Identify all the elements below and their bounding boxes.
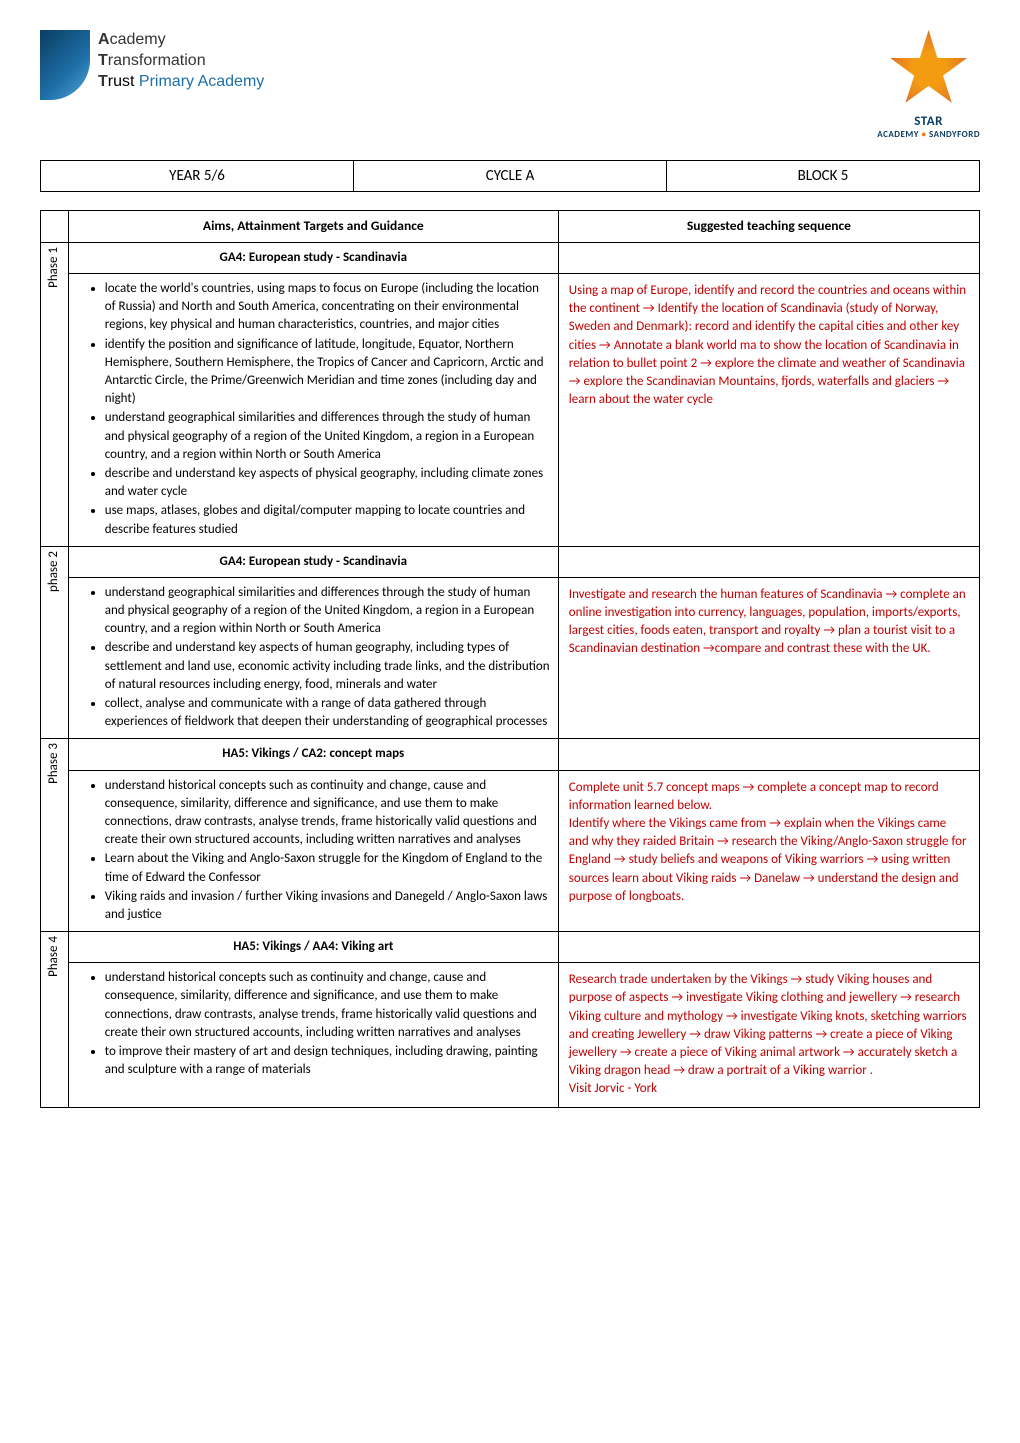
phase-cell: phase 2 bbox=[41, 546, 69, 739]
aims-bullet: describe and understand key aspects of p… bbox=[105, 465, 550, 501]
logo-l3-rest: rust bbox=[108, 73, 139, 90]
logo-left: Academy Transformation Trust Primary Aca… bbox=[40, 30, 264, 100]
aims-bullet: locate the world's countries, using maps… bbox=[105, 280, 550, 335]
phase-label: Phase 3 bbox=[45, 743, 63, 784]
logo-right-sub-left: ACADEMY bbox=[877, 129, 919, 140]
phase-subheader: GA4: European study - Scandinavia bbox=[68, 546, 558, 577]
phase-label: phase 2 bbox=[45, 551, 63, 592]
logo-right-star-text: STAR bbox=[877, 114, 980, 129]
aims-bullet: Learn about the Viking and Anglo-Saxon s… bbox=[105, 850, 550, 886]
aims-header: Aims, Attainment Targets and Guidance bbox=[68, 211, 558, 243]
logo-right-sub: ACADEMY • SANDYFORD bbox=[877, 129, 980, 140]
star-icon bbox=[889, 30, 969, 110]
phase-label: Phase 4 bbox=[45, 936, 63, 977]
phase-cell: Phase 1 bbox=[41, 242, 69, 546]
aims-bullet: identify the position and significance o… bbox=[105, 336, 550, 409]
logo-l1-bold: A bbox=[98, 31, 110, 48]
aims-cell: understand historical concepts such as c… bbox=[68, 963, 558, 1107]
aims-bullet: collect, analyse and communicate with a … bbox=[105, 695, 550, 731]
page-header: Academy Transformation Trust Primary Aca… bbox=[40, 30, 980, 140]
phase-subheader: HA5: Vikings / CA2: concept maps bbox=[68, 739, 558, 770]
sequence-empty bbox=[558, 739, 979, 770]
logo-l3-primary: Primary Academy bbox=[139, 73, 264, 90]
logo-l3-bold: T bbox=[98, 73, 108, 90]
aims-bullet: understand geographical similarities and… bbox=[105, 409, 550, 464]
sequence-cell: Using a map of Europe, identify and reco… bbox=[558, 274, 979, 547]
sequence-empty bbox=[558, 242, 979, 273]
curriculum-table: Aims, Attainment Targets and Guidance Su… bbox=[40, 210, 980, 1108]
phase-subheader: HA5: Vikings / AA4: Viking art bbox=[68, 932, 558, 963]
phase-subheader: GA4: European study - Scandinavia bbox=[68, 242, 558, 273]
aims-cell: locate the world's countries, using maps… bbox=[68, 274, 558, 547]
academy-swoosh-icon bbox=[40, 30, 90, 100]
info-block: BLOCK 5 bbox=[667, 161, 979, 191]
aims-bullet: Viking raids and invasion / further Viki… bbox=[105, 888, 550, 924]
dot-icon: • bbox=[921, 129, 929, 140]
sequence-empty bbox=[558, 546, 979, 577]
phase-cell: Phase 3 bbox=[41, 739, 69, 932]
aims-bullet: use maps, atlases, globes and digital/co… bbox=[105, 502, 550, 538]
sequence-empty bbox=[558, 932, 979, 963]
logo-left-text: Academy Transformation Trust Primary Aca… bbox=[98, 30, 264, 92]
aims-bullet: to improve their mastery of art and desi… bbox=[105, 1043, 550, 1079]
table-header-row: Aims, Attainment Targets and Guidance Su… bbox=[41, 211, 980, 243]
info-cycle: CYCLE A bbox=[354, 161, 667, 191]
logo-l2-rest: ransformation bbox=[108, 52, 206, 69]
aims-bullet: understand historical concepts such as c… bbox=[105, 969, 550, 1042]
phase-header-blank bbox=[41, 211, 69, 243]
aims-cell: understand historical concepts such as c… bbox=[68, 770, 558, 932]
aims-bullet: understand historical concepts such as c… bbox=[105, 777, 550, 850]
logo-right-sub-right: SANDYFORD bbox=[929, 129, 980, 140]
phase-label: Phase 1 bbox=[45, 247, 63, 288]
logo-right: STAR ACADEMY • SANDYFORD bbox=[877, 30, 980, 140]
aims-cell: understand geographical similarities and… bbox=[68, 577, 558, 739]
info-bar: YEAR 5/6 CYCLE A BLOCK 5 bbox=[40, 160, 980, 192]
sequence-cell: Investigate and research the human featu… bbox=[558, 577, 979, 739]
aims-bullet: describe and understand key aspects of h… bbox=[105, 639, 550, 694]
phase-cell: Phase 4 bbox=[41, 932, 69, 1108]
logo-l1-rest: cademy bbox=[110, 31, 166, 48]
aims-bullet: understand geographical similarities and… bbox=[105, 584, 550, 639]
sequence-header: Suggested teaching sequence bbox=[558, 211, 979, 243]
sequence-cell: Research trade undertaken by the Vikings… bbox=[558, 963, 979, 1107]
logo-l2-bold: T bbox=[98, 52, 108, 69]
info-year: YEAR 5/6 bbox=[41, 161, 354, 191]
sequence-cell: Complete unit 5.7 concept maps → complet… bbox=[558, 770, 979, 932]
